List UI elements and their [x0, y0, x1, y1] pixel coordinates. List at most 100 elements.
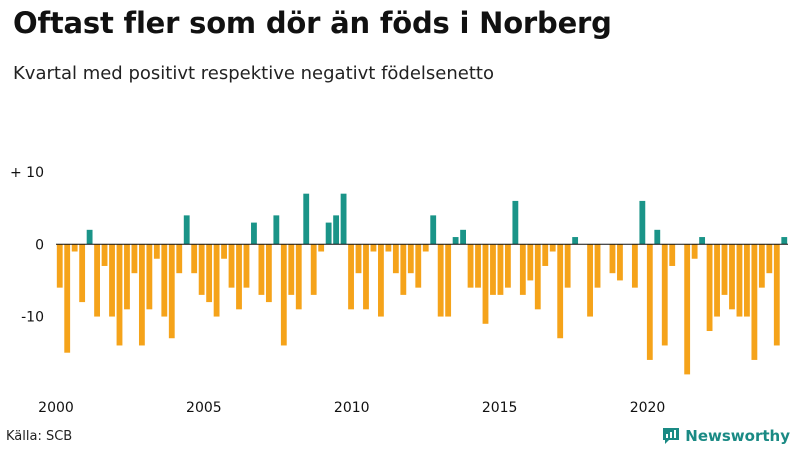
- y-tick-label: -10: [21, 310, 44, 326]
- bar-negative: [773, 244, 780, 346]
- bar-negative: [482, 244, 489, 324]
- bar-negative: [295, 244, 302, 310]
- bar-negative: [348, 244, 354, 310]
- x-tick-label: 2015: [482, 400, 518, 416]
- bar-negative: [228, 244, 235, 288]
- bar-negative: [549, 244, 556, 252]
- brand-name: Newsworthy: [685, 427, 790, 445]
- bar-negative: [176, 244, 183, 274]
- bar-negative: [744, 244, 750, 317]
- bar-negative: [370, 244, 377, 252]
- bar-negative: [617, 244, 623, 281]
- y-tick-label: 0: [35, 237, 44, 253]
- bar-negative: [363, 244, 369, 310]
- bar-negative: [706, 244, 713, 332]
- bar-negative: [766, 244, 773, 274]
- bar-negative: [265, 244, 272, 303]
- bar-negative: [355, 244, 362, 274]
- bar-negative: [385, 244, 392, 252]
- bar-negative: [609, 244, 616, 274]
- bar-negative: [669, 244, 676, 266]
- bar-negative: [475, 244, 481, 288]
- bar-negative: [161, 244, 168, 317]
- bar-negative: [490, 244, 496, 295]
- bar-negative: [243, 244, 250, 288]
- bar-negative: [594, 244, 601, 288]
- bar-negative: [168, 244, 175, 339]
- bar-negative: [310, 244, 317, 295]
- source-note: Källa: SCB: [6, 429, 73, 444]
- bar-negative: [729, 244, 735, 310]
- bar-positive: [273, 215, 280, 245]
- bar-positive: [452, 237, 459, 245]
- bar-negative: [153, 244, 160, 259]
- brand-logo: Newsworthy: [662, 427, 790, 445]
- bar-negative: [467, 244, 474, 288]
- bar-negative: [131, 244, 138, 274]
- bar-positive: [333, 215, 340, 245]
- bar-negative: [721, 244, 728, 295]
- bar-negative: [587, 244, 593, 317]
- bar-negative: [407, 244, 414, 274]
- bar-positive: [699, 237, 706, 245]
- bar-negative: [206, 244, 213, 303]
- bar-positive: [512, 200, 519, 245]
- bar-negative: [56, 244, 63, 288]
- y-tick-label: + 10: [10, 165, 44, 181]
- bar-positive: [460, 229, 466, 245]
- x-tick-label: 2005: [186, 400, 222, 416]
- bar-negative: [378, 244, 384, 317]
- bar-negative: [564, 244, 571, 288]
- bar-negative: [542, 244, 549, 266]
- bar-negative: [71, 244, 78, 252]
- x-tick-label: 2000: [38, 400, 74, 416]
- bar-negative: [138, 244, 145, 346]
- bar-negative: [714, 244, 720, 317]
- bar-negative: [64, 244, 71, 353]
- newsworthy-logo-icon: [663, 428, 680, 444]
- bar-positive: [325, 222, 332, 245]
- bar-positive: [303, 193, 310, 245]
- bar-positive: [340, 193, 347, 245]
- bar-positive: [183, 215, 190, 245]
- bar-positive: [639, 200, 646, 245]
- bar-negative: [527, 244, 534, 281]
- bar-negative: [400, 244, 407, 295]
- bar-negative: [684, 244, 691, 375]
- bar-negative: [124, 244, 130, 310]
- bar-negative: [415, 244, 422, 288]
- bar-negative: [318, 244, 325, 252]
- bar-positive: [654, 229, 661, 245]
- bar-negative: [198, 244, 205, 295]
- bar-negative: [437, 244, 444, 317]
- bar-negative: [258, 244, 265, 295]
- bar-negative: [392, 244, 399, 274]
- bar-negative: [221, 244, 227, 259]
- bar-negative: [691, 244, 698, 259]
- bar-negative: [646, 244, 653, 360]
- bar-negative: [79, 244, 86, 303]
- bar-negative: [116, 244, 123, 346]
- bar-negative: [519, 244, 526, 295]
- bar-negative: [504, 244, 511, 288]
- bar-negative: [94, 244, 100, 317]
- bar-negative: [736, 244, 743, 317]
- bar-negative: [101, 244, 108, 266]
- x-tick-label: 2020: [630, 400, 666, 416]
- bar-negative: [661, 244, 668, 346]
- bar-chart: + 10 0 -10 2000 2005 2010 2015 2020: [10, 165, 788, 416]
- bar-positive: [781, 237, 788, 245]
- bar-positive: [572, 237, 579, 245]
- bar-negative: [280, 244, 287, 346]
- bar-positive: [430, 215, 437, 245]
- bar-negative: [109, 244, 115, 317]
- x-tick-label: 2010: [334, 400, 370, 416]
- bar-negative: [751, 244, 758, 360]
- bar-negative: [534, 244, 541, 310]
- bar-positive: [86, 229, 93, 245]
- bar-negative: [213, 244, 220, 317]
- bar-negative: [422, 244, 429, 252]
- bar-negative: [236, 244, 242, 310]
- bar-negative: [497, 244, 504, 295]
- chart-subtitle: Kvartal med positivt respektive negativt…: [13, 63, 494, 84]
